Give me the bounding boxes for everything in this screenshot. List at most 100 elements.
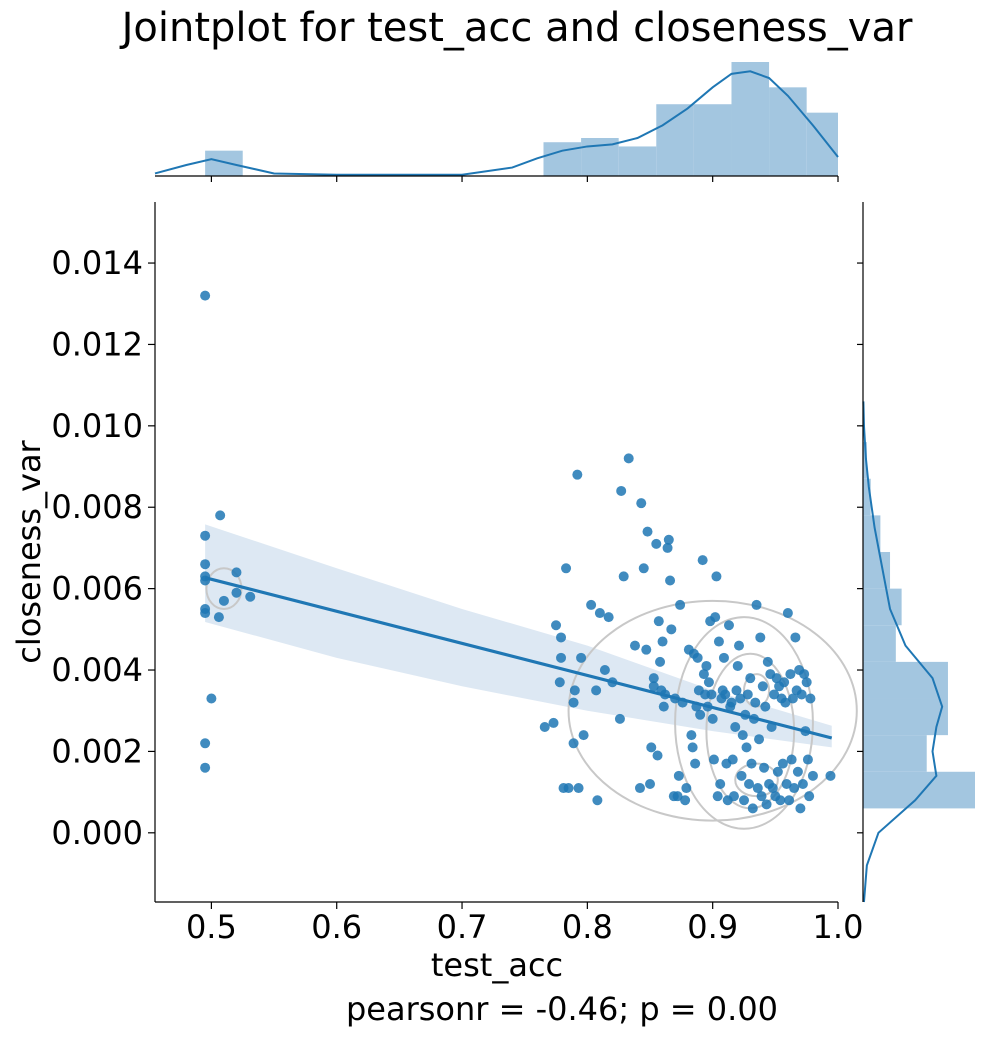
- x-hist-bar: [656, 104, 694, 176]
- scatter-point: [591, 685, 602, 696]
- scatter-point: [663, 534, 674, 545]
- x-hist-bar: [618, 146, 657, 176]
- scatter-point: [785, 669, 796, 680]
- scatter-point: [680, 795, 691, 806]
- y-hist-bar: [863, 771, 975, 809]
- scatter-point: [695, 709, 706, 720]
- scatter-point: [648, 673, 659, 684]
- y-hist-bar: [863, 588, 902, 626]
- scatter-point: [576, 652, 587, 663]
- scatter-point: [200, 608, 211, 619]
- scatter-point: [733, 640, 744, 651]
- kde-contour-2: [734, 762, 779, 798]
- scatter-point: [786, 754, 797, 765]
- scatter-point: [231, 567, 242, 578]
- scatter-point: [200, 559, 211, 570]
- scatter-point: [825, 770, 836, 781]
- scatter-point: [790, 632, 801, 643]
- right-marginal-histogram: [857, 202, 975, 903]
- scatter-point: [652, 750, 663, 761]
- main-scatter-axes: 0.5 0.6 0.7 0.8 0.9 1.0 0.000 0.002 0.004 0.006 0.…: [51, 202, 863, 946]
- scatter-point: [578, 730, 589, 741]
- scatter-point: [744, 778, 755, 789]
- scatter-point: [563, 783, 574, 794]
- x-axis-label: test_acc: [431, 946, 563, 984]
- scatter-point: [213, 612, 224, 623]
- scatter-point: [658, 701, 669, 712]
- scatter-point: [692, 652, 703, 663]
- scatter-point: [686, 730, 697, 741]
- scatter-point: [708, 754, 719, 765]
- scatter-point: [735, 693, 746, 704]
- scatter-point: [657, 636, 668, 647]
- kde-contour-6: [205, 567, 243, 610]
- kde-contour-4: [674, 616, 814, 830]
- scatter-point: [648, 681, 659, 692]
- scatter-point: [732, 660, 743, 671]
- x-hist-bar: [731, 62, 770, 176]
- scatter-point: [690, 758, 701, 769]
- x-kde-curve: [154, 70, 839, 176]
- y-hist-bar: [863, 661, 948, 699]
- axis-layer: 0.5 0.6 0.7 0.8 0.9 1.0 0.000 0.002 0.004 0.006 0.…: [51, 202, 863, 946]
- y-hist-bar: [863, 515, 881, 552]
- scatter-point: [539, 722, 550, 732]
- y-tick-label: 0.010: [51, 407, 143, 445]
- scatter-point: [730, 722, 741, 732]
- confidence-band-layer: [205, 524, 832, 748]
- scatter-point: [802, 754, 813, 765]
- scatter-point: [727, 754, 738, 765]
- scatter-point: [200, 290, 211, 301]
- scatter-point: [666, 624, 677, 635]
- scatter-point: [681, 783, 692, 794]
- scatter-point: [215, 510, 226, 521]
- confidence-band: [205, 524, 832, 748]
- scatter-point: [752, 783, 763, 794]
- scatter-point: [726, 697, 737, 708]
- scatter-point: [697, 555, 708, 566]
- scatter-point: [796, 689, 807, 700]
- scatter-point: [799, 669, 810, 680]
- scatter-point: [548, 717, 559, 728]
- scatter-point: [789, 783, 800, 794]
- scatter-point: [655, 656, 666, 667]
- scatter-point: [754, 734, 765, 745]
- x-tick-label: 0.9: [687, 908, 738, 946]
- kde-contour-5: [567, 599, 858, 822]
- scatter-point: [573, 783, 584, 794]
- scatter-point: [629, 640, 640, 651]
- scatter-point: [756, 791, 767, 802]
- scatter-point: [771, 673, 782, 684]
- scatter-point: [781, 778, 792, 789]
- scatter-point: [687, 742, 698, 753]
- scatter-point: [723, 620, 734, 631]
- scatter-point: [741, 742, 752, 753]
- scatter-point: [777, 758, 788, 769]
- scatter-point: [772, 766, 783, 777]
- top-marginal-histogram: [154, 62, 839, 182]
- y-hist-bar: [863, 735, 927, 772]
- scatter-point: [736, 770, 747, 781]
- scatter-point: [787, 693, 798, 704]
- scatter-point: [775, 795, 786, 806]
- scatter-point: [718, 652, 729, 663]
- scatter-point: [795, 803, 806, 814]
- scatter-point: [675, 599, 686, 610]
- x-hist-bar: [769, 87, 807, 176]
- scatter-point: [599, 665, 610, 676]
- scatter-point: [706, 689, 717, 700]
- scatter-point: [561, 563, 572, 574]
- scatter-point: [712, 791, 723, 802]
- x-hist-bar: [543, 142, 582, 176]
- scatter-point: [603, 612, 614, 623]
- scatter-point: [804, 791, 815, 802]
- scatter-point: [782, 608, 793, 619]
- scatter-point: [746, 758, 757, 769]
- regression-line: [204, 576, 833, 740]
- scatter-point: [231, 587, 242, 598]
- scatter-point: [245, 591, 256, 602]
- scatter-point: [792, 766, 803, 777]
- scatter-point: [780, 697, 791, 708]
- y-tick-label: 0.008: [51, 488, 143, 526]
- scatter-point: [200, 738, 211, 749]
